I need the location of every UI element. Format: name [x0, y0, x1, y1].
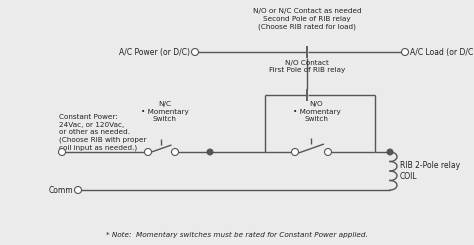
Circle shape	[207, 149, 213, 155]
Circle shape	[387, 149, 393, 155]
Circle shape	[74, 186, 82, 194]
Circle shape	[172, 148, 179, 156]
Text: N/O Contact
First Pole of RIB relay: N/O Contact First Pole of RIB relay	[269, 60, 345, 73]
Circle shape	[191, 49, 199, 56]
Circle shape	[325, 148, 331, 156]
Circle shape	[145, 148, 152, 156]
Circle shape	[74, 186, 82, 194]
Text: N/C
• Momentary
Switch: N/C • Momentary Switch	[141, 101, 188, 122]
Circle shape	[191, 49, 199, 56]
Text: * Note:  Momentary switches must be rated for Constant Power applied.: * Note: Momentary switches must be rated…	[106, 232, 368, 238]
Circle shape	[325, 148, 331, 156]
Text: N/O
• Momentary
Switch: N/O • Momentary Switch	[292, 101, 340, 122]
Circle shape	[58, 148, 65, 156]
Text: Comm: Comm	[48, 185, 73, 195]
Circle shape	[172, 148, 179, 156]
Text: Constant Power:
24Vac, or 120Vac,
or other as needed.
(Choose RIB with proper
co: Constant Power: 24Vac, or 120Vac, or oth…	[59, 114, 146, 151]
Circle shape	[145, 148, 152, 156]
Circle shape	[292, 148, 299, 156]
Text: A/C Power (or D/C): A/C Power (or D/C)	[119, 48, 190, 57]
Circle shape	[401, 49, 409, 56]
Circle shape	[292, 148, 299, 156]
Circle shape	[401, 49, 409, 56]
Text: A/C Load (or D/C): A/C Load (or D/C)	[410, 48, 474, 57]
Circle shape	[58, 148, 65, 156]
Text: RIB 2-Pole relay
COIL: RIB 2-Pole relay COIL	[400, 161, 460, 181]
Text: N/O or N/C Contact as needed
Second Pole of RIB relay
(Choose RIB rated for load: N/O or N/C Contact as needed Second Pole…	[253, 9, 361, 30]
